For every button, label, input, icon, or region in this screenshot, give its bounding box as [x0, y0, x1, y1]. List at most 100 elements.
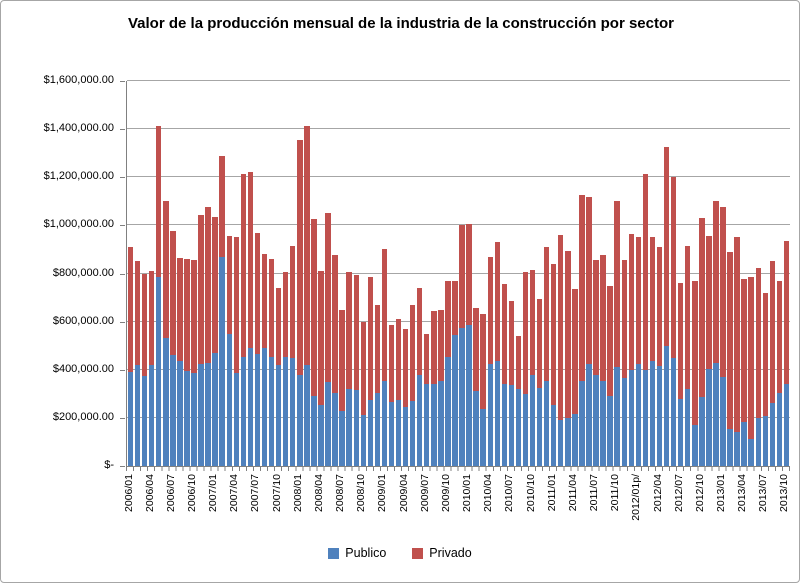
bar-segment-publico: [783, 383, 790, 466]
bar-2011-10: [614, 81, 620, 466]
bar-2006-05: [156, 81, 162, 466]
bar-2007-09: [268, 81, 275, 466]
bar-segment-publico: [586, 363, 592, 466]
x-axis-label: 2007/10: [270, 474, 283, 512]
x-axis-label: 2011/10: [609, 474, 622, 512]
legend-label-privado: Privado: [429, 546, 472, 560]
bar-2013-09: [776, 81, 783, 466]
bar-2007-02: [219, 81, 225, 466]
bar-segment-privado: [600, 255, 606, 381]
bar-segment-privado: [268, 259, 275, 357]
chart-legend: Publico Privado: [1, 546, 799, 560]
bar-2010-06: [501, 81, 508, 466]
bar-segment-privado: [402, 328, 409, 408]
bar-segment-privado: [318, 271, 324, 405]
bar-2009-05: [409, 81, 416, 466]
bar-segment-publico: [170, 355, 176, 466]
bar-segment-privado: [741, 279, 747, 422]
bar-2008-11: [367, 81, 374, 466]
bar-2006-12: [205, 81, 211, 466]
y-axis-label: $200,000.00: [52, 410, 114, 423]
bar-segment-privado: [579, 195, 585, 381]
bar-segment-publico: [353, 390, 359, 466]
bar-segment-privado: [374, 304, 381, 393]
bar-segment-privado: [586, 196, 592, 364]
bar-segment-privado: [445, 280, 451, 357]
bar-2006-09: [184, 81, 190, 466]
bar-segment-publico: [579, 380, 585, 466]
bar-2008-06: [332, 81, 338, 466]
x-axis-label: 2009/07: [418, 474, 431, 512]
bar-segment-privado: [395, 319, 402, 400]
bar-2012-06: [670, 81, 677, 466]
x-axis-label: 2012/07: [672, 474, 685, 512]
bar-2011-11: [621, 81, 627, 466]
bar-segment-privado: [550, 263, 557, 405]
bar-segment-publico: [127, 372, 134, 466]
bar-2006-10: [191, 81, 197, 466]
x-axis-label: 2013/10: [778, 474, 791, 512]
bar-segment-privado: [699, 218, 705, 398]
bar-segment-publico: [459, 327, 465, 466]
bar-segment-publico: [480, 409, 486, 466]
bar-segment-privado: [508, 301, 515, 386]
bar-segment-privado: [536, 298, 543, 388]
bar-segment-privado: [501, 284, 508, 385]
bar-segment-privado: [494, 242, 501, 362]
bar-segment-privado: [558, 235, 564, 421]
bar-2008-08: [346, 81, 352, 466]
bar-2007-07: [254, 81, 261, 466]
bar-2007-08: [261, 81, 268, 466]
bar-segment-publico: [713, 362, 719, 466]
bar-segment-privado: [649, 237, 656, 362]
bar-segment-publico: [769, 402, 776, 466]
bar-2009-08: [431, 81, 437, 466]
x-axis-label: 2006/07: [164, 474, 177, 512]
bar-segment-publico: [642, 369, 649, 466]
bar-2012-02: [642, 81, 649, 466]
bar-segment-publico: [346, 389, 352, 466]
bar-2007-06: [247, 81, 254, 466]
bar-segment-publico: [677, 398, 684, 466]
bar-segment-publico: [494, 361, 501, 466]
bar-segment-publico: [727, 429, 733, 466]
bar-segment-privado: [713, 201, 719, 363]
bar-segment-publico: [593, 374, 599, 466]
bar-segment-publico: [134, 364, 141, 466]
x-axis-label: 2012/04: [651, 474, 664, 512]
gridline: [127, 272, 790, 274]
bar-segment-publico: [212, 352, 218, 466]
bar-segment-privado: [339, 309, 345, 411]
bar-segment-privado: [346, 272, 352, 389]
bar-2010-08: [515, 81, 522, 466]
bar-2006-02: [134, 81, 141, 466]
bar-segment-privado: [297, 139, 303, 375]
bar-2011-01: [550, 81, 557, 466]
bar-segment-publico: [755, 417, 761, 466]
bar-segment-publico: [431, 384, 437, 466]
bar-2012-05: [663, 81, 670, 466]
bar-segment-publico: [734, 431, 740, 466]
x-axis-label: 2006/10: [186, 474, 198, 512]
x-axis-label: 2006/04: [143, 474, 156, 512]
bar-segment-privado: [219, 155, 225, 257]
bar-segment-publico: [367, 399, 374, 466]
bar-segment-publico: [395, 399, 402, 466]
bar-2007-01: [212, 81, 218, 466]
bar-segment-publico: [388, 402, 395, 466]
bar-segment-publico: [522, 393, 529, 466]
x-axis-label: 2011/01: [545, 474, 558, 512]
y-axis-label: $400,000.00: [52, 362, 114, 375]
bar-segment-publico: [424, 384, 430, 466]
bar-2010-09: [522, 81, 529, 466]
x-axis-label: 2008/01: [291, 474, 304, 512]
bar-segment-privado: [522, 272, 529, 394]
bar-segment-publico: [261, 348, 268, 466]
bar-2012-09: [692, 81, 698, 466]
bar-segment-privado: [614, 201, 620, 368]
x-axis-label: 2008/10: [355, 474, 368, 512]
bar-2009-12: [459, 81, 465, 466]
bar-2006-03: [141, 81, 148, 466]
x-axis-label: 2009/10: [439, 474, 452, 512]
bar-segment-privado: [409, 304, 416, 402]
